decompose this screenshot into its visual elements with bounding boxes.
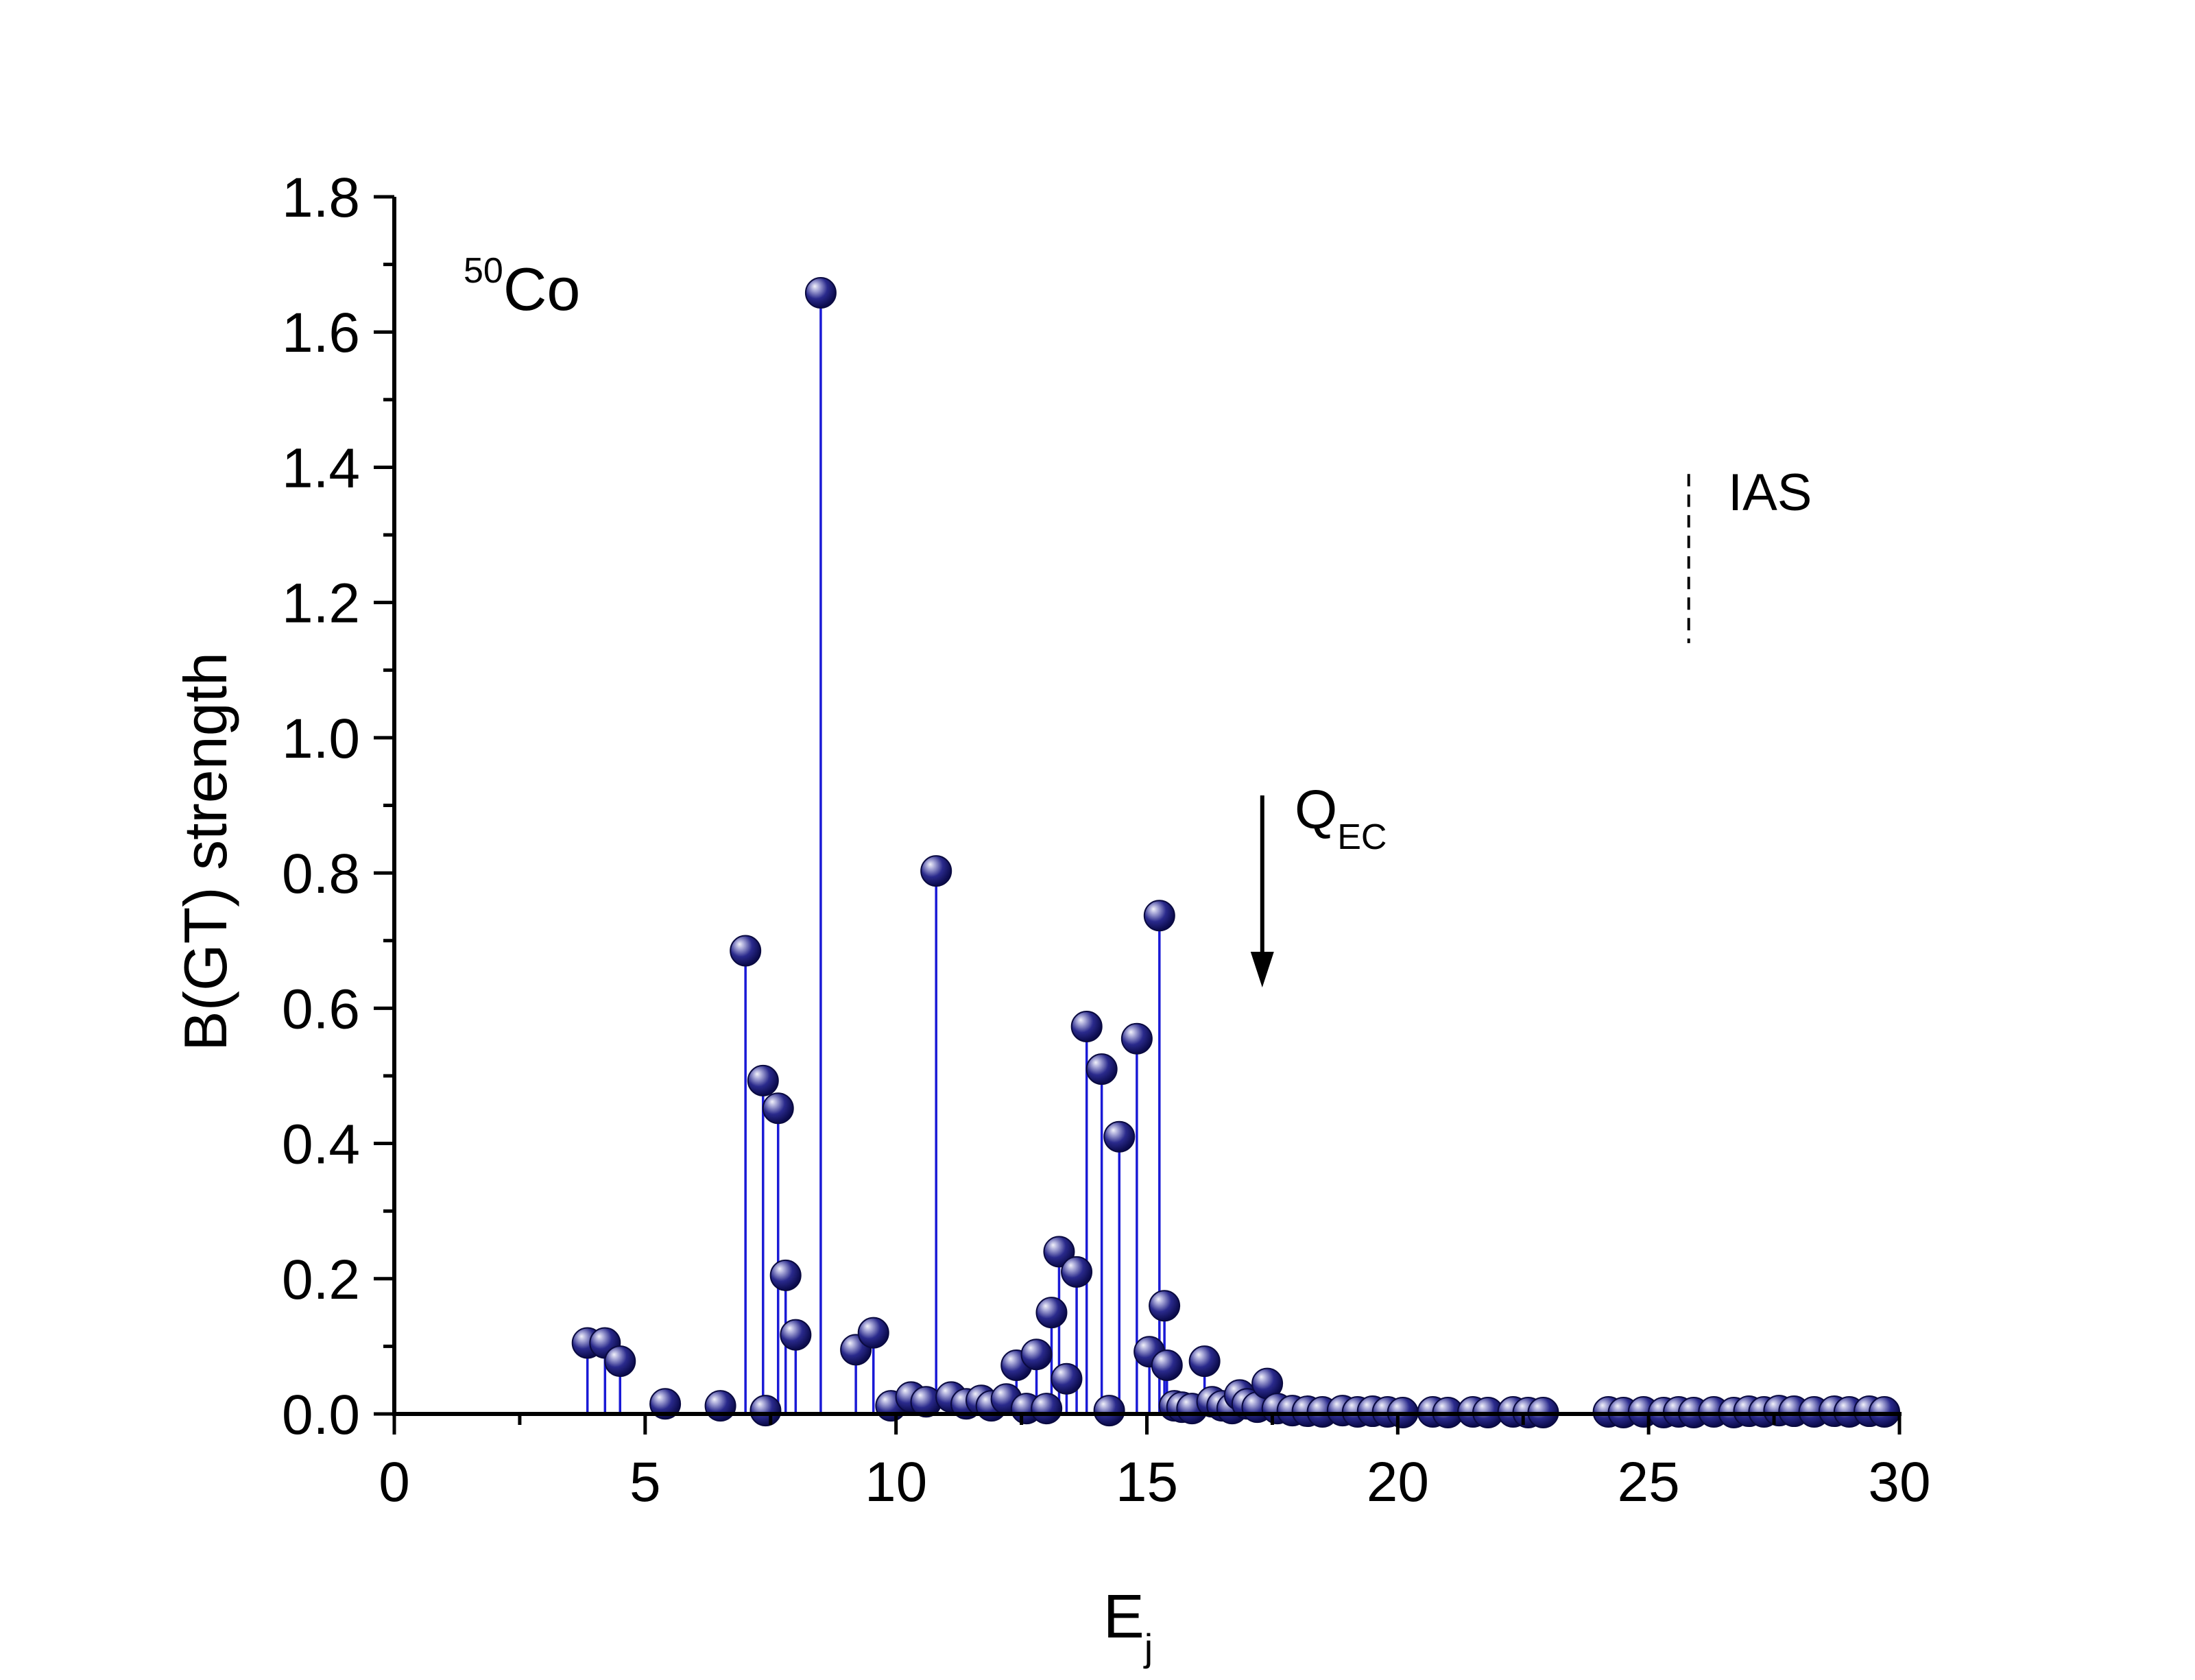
qec-label: QEC [1295,779,1387,857]
nucleus-symbol: Co [503,255,581,323]
data-point [804,277,837,309]
data-point [704,1390,736,1422]
axes-layer: 0 5 10 15 20 25 30 0.0 0.2 0.4 0.6 0.8 1.0 1.2 1.4 1.6 1… [282,167,1931,1513]
x-axis-label: Ej [1103,1583,1153,1669]
y-tick-label: 1.6 [282,302,360,364]
data-point [1051,1363,1083,1395]
data-point [762,1092,794,1125]
data-point [1020,1339,1053,1371]
qec-arrow-head [1250,952,1274,987]
data-point [749,1395,782,1427]
data-point [1035,1297,1068,1329]
x-axis-label-main: E [1103,1583,1144,1651]
qec-main: Q [1295,779,1337,840]
qec-sub: EC [1337,817,1387,857]
data-point [1149,1290,1181,1322]
x-tick-label: 5 [629,1451,661,1513]
y-tick-label: 1.8 [282,167,360,229]
ias-label: IAS [1728,464,1812,522]
y-tick-label: 0.6 [282,978,360,1040]
y-tick-label: 0.0 [282,1384,360,1446]
y-tick-label: 1.0 [282,708,360,770]
data-point [730,935,762,967]
data-point [1061,1256,1093,1288]
data-point [604,1345,636,1378]
data-point [1151,1349,1183,1381]
x-axis-label-sub: j [1143,1626,1153,1669]
x-tick-label: 30 [1868,1451,1930,1513]
y-tick-label: 0.8 [282,843,360,905]
nucleus-label: 50Co [464,251,580,323]
data-point [1188,1345,1221,1378]
annotations-layer: 50Co IAS QEC [464,251,1812,987]
data-point [747,1064,779,1096]
x-tick-label: 25 [1618,1451,1680,1513]
data-point [920,855,952,887]
data-point [1085,1053,1118,1085]
markers-layer [571,277,1901,1429]
y-axis-label: B(GT) strength [171,652,239,1051]
data-point [1103,1120,1136,1153]
stems-layer [586,293,1886,1414]
y-tick-label: 0.2 [282,1249,360,1311]
axis-labels-layer: B(GT) strength Ej [171,652,1153,1669]
data-point [780,1319,812,1351]
y-tick-label: 0.4 [282,1114,360,1176]
y-tick-label: 1.4 [282,437,360,499]
x-tick-label: 15 [1116,1451,1178,1513]
data-point [769,1259,802,1291]
data-point [1093,1395,1125,1427]
nucleus-mass: 50 [464,251,503,291]
x-tick-label: 20 [1367,1451,1429,1513]
x-tick-label: 0 [379,1451,410,1513]
data-point [857,1317,889,1349]
data-point [649,1388,682,1420]
y-tick-label: 1.2 [282,573,360,635]
data-point [1143,900,1175,932]
data-point [1031,1393,1063,1425]
data-point [1043,1236,1075,1268]
x-tick-label: 10 [865,1451,927,1513]
data-point [1070,1010,1103,1042]
data-point [1120,1022,1153,1055]
